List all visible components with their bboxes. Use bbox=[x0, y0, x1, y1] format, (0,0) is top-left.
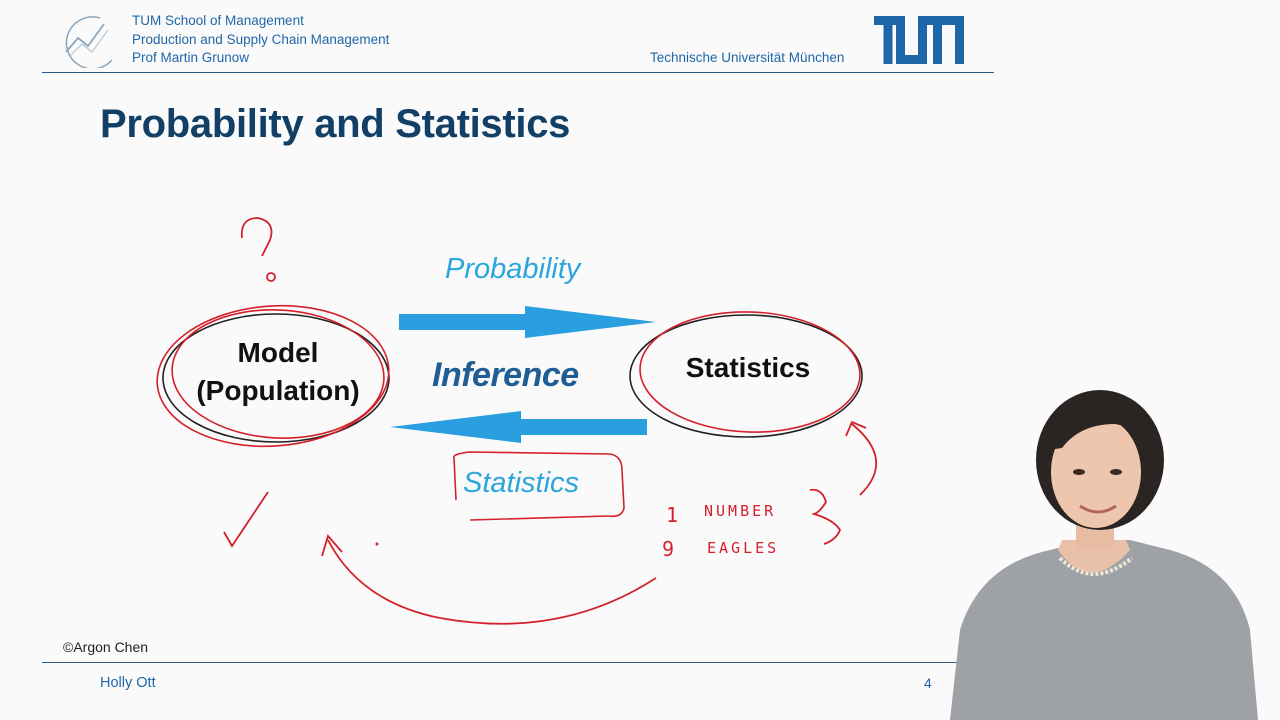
red-circle-statistics bbox=[639, 311, 861, 433]
header-divider bbox=[42, 72, 994, 73]
statistics-arrow-label: Statistics bbox=[463, 467, 580, 499]
statistics-red-box bbox=[453, 451, 625, 521]
slide-title: Probability and Statistics bbox=[100, 102, 571, 146]
curly-bracket bbox=[809, 488, 842, 545]
annotation-count-1: 1 bbox=[666, 503, 682, 527]
affiliation-school: TUM School of Management bbox=[132, 13, 304, 28]
presenter-name: Holly Ott bbox=[100, 675, 156, 691]
school-logo-icon bbox=[65, 16, 113, 68]
university-name: Technische Universität München bbox=[650, 50, 845, 65]
statistics-arrow bbox=[390, 411, 647, 443]
probability-label: Probability bbox=[445, 253, 581, 285]
annotation-count-9: 9 bbox=[662, 537, 678, 561]
affiliation-professor: Prof Martin Grunow bbox=[132, 50, 250, 65]
arrow-to-model bbox=[327, 539, 657, 625]
model-line-1: Model bbox=[237, 337, 319, 368]
annotation-number: NUMBER bbox=[704, 502, 777, 520]
statistics-node-label: Statistics bbox=[685, 352, 811, 383]
arrow-to-statistics bbox=[851, 423, 877, 496]
affiliation-block: TUM School of Management Production and … bbox=[132, 12, 389, 68]
footer-divider bbox=[42, 662, 994, 663]
question-mark-icon bbox=[240, 217, 276, 282]
annotation-eagles: EAGLES bbox=[707, 539, 780, 557]
model-line-2: (Population) bbox=[196, 375, 360, 406]
copyright-notice: ©Argon Chen bbox=[63, 639, 149, 655]
presenter-video bbox=[950, 390, 1258, 720]
checkmark-icon bbox=[223, 491, 269, 548]
model-node-label: Model (Population) bbox=[178, 334, 378, 410]
red-circle-model bbox=[156, 304, 390, 448]
ink-dot bbox=[375, 542, 379, 546]
statistics-ellipse bbox=[629, 314, 863, 438]
probability-arrow bbox=[399, 306, 656, 338]
affiliation-chair: Production and Supply Chain Management bbox=[132, 31, 390, 47]
inference-label: Inference bbox=[432, 356, 579, 394]
tum-logo-icon bbox=[874, 16, 964, 64]
page-number: 4 bbox=[924, 675, 932, 691]
